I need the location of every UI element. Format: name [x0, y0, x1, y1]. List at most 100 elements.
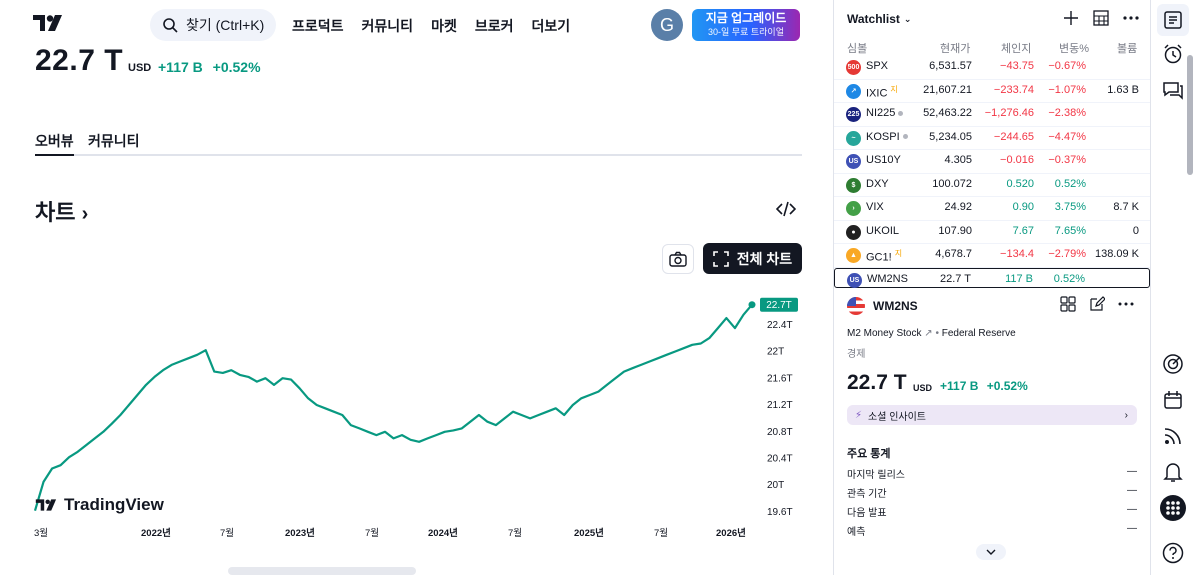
social-insight-button[interactable]: ⚡ 소셜 인사이트 ›	[847, 405, 1137, 425]
watchlist-row[interactable]: › VIX 24.92 0.90 3.75% 8.7 K	[834, 197, 1150, 221]
row-change-pct: −2.38%	[1048, 107, 1086, 119]
nav-item-products[interactable]: 프로덕트	[292, 18, 344, 34]
embed-code-icon[interactable]	[776, 199, 796, 219]
detail-description-name[interactable]: M2 Money Stock	[847, 328, 922, 339]
stat-row: 다음 발표 —	[847, 504, 1137, 519]
row-last: 107.90	[938, 224, 972, 237]
column-volume[interactable]: 볼륨	[1117, 43, 1138, 55]
row-symbol: WM2NS	[867, 273, 908, 285]
row-change: −1,276.46	[984, 107, 1034, 119]
stat-label: 다음 발표	[847, 508, 887, 519]
x-tick-label: 7월	[220, 527, 234, 539]
rss-icon	[1164, 428, 1181, 445]
symbol-logo-icon: ↗	[846, 83, 861, 99]
chat-tool-button[interactable]	[1157, 74, 1189, 106]
horizontal-scrollbar[interactable]	[228, 567, 416, 575]
symbol-logo-icon: 225	[846, 107, 861, 122]
watchlist-scrollbar[interactable]	[1187, 55, 1193, 175]
avatar[interactable]: G	[651, 9, 683, 41]
stat-row: 예측 —	[847, 523, 1137, 538]
stat-value: —	[1127, 523, 1137, 534]
row-change: −233.74	[993, 83, 1034, 96]
watchlist-row[interactable]: ▲ GC1! 지 4,678.7 −134.4 −2.79% 138.09 K	[834, 244, 1150, 268]
x-tick-label: 7월	[508, 527, 522, 539]
row-symbol-label: KOSPI	[866, 130, 900, 143]
tab-community[interactable]: 커뮤니티	[88, 133, 140, 149]
help-icon	[1162, 542, 1184, 564]
series-line	[33, 303, 753, 512]
watchlist-row[interactable]: US WM2NS 22.7 T 117 B 0.52%	[834, 267, 1150, 288]
row-symbol: US10Y	[866, 154, 901, 166]
column-change-pct[interactable]: 변동%	[1059, 43, 1090, 55]
watchlist-row[interactable]: ↗ IXIC 지 21,607.21 −233.74 −1.07% 1.63 B	[834, 80, 1150, 103]
nav-item-markets[interactable]: 마켓	[431, 18, 457, 34]
chart-section-label: 차트	[35, 200, 76, 225]
layout-grid-icon[interactable]	[1092, 9, 1110, 27]
detail-currency: USD	[913, 383, 933, 393]
symbol-logo-icon: ›	[846, 201, 861, 216]
expand-stats-button[interactable]	[976, 544, 1006, 560]
detail-description: M2 Money Stock ↗ • Federal Reserve	[847, 328, 1016, 339]
watchlist-row[interactable]: 225 NI225 52,463.22 −1,276.46 −2.38%	[834, 103, 1150, 127]
x-tick-label: 2023년	[285, 527, 315, 539]
search-input[interactable]: 찾기 (Ctrl+K)	[150, 9, 276, 41]
snapshot-button[interactable]	[662, 244, 694, 274]
stat-value: —	[1127, 485, 1137, 496]
tradingview-brand-text: TradingView	[64, 495, 164, 514]
chart-section-title[interactable]: 차트 ›	[35, 195, 88, 227]
m2-line-chart[interactable]: 22.7T 22.4T 22T 21.6T 21.2T 20.8T 20.4T 20T 19.6…	[30, 290, 800, 545]
detail-more-icon[interactable]	[1118, 296, 1134, 312]
main-nav: 프로덕트 커뮤니티 마켓 브로커 더보기	[292, 16, 588, 36]
row-symbol: DXY	[866, 178, 889, 190]
full-chart-button[interactable]: 전체 차트	[703, 243, 802, 274]
tradingview-logo-icon[interactable]	[33, 13, 65, 33]
row-last: 22.7 T	[940, 272, 971, 285]
upgrade-button[interactable]: 지금 업그레이드 30-일 무료 트라이얼	[692, 9, 800, 41]
row-symbol: VIX	[866, 201, 884, 213]
row-symbol: GC1! 지	[866, 248, 902, 264]
nav-item-more[interactable]: 더보기	[531, 18, 571, 34]
watchlist-row[interactable]: ~ KOSPI 5,234.05 −244.65 −4.47%	[834, 127, 1150, 150]
watchlist-row[interactable]: $ DXY 100.072 0.520 0.52%	[834, 174, 1150, 197]
tab-overview[interactable]: 오버뷰	[35, 131, 74, 156]
nav-item-community[interactable]: 커뮤니티	[361, 18, 414, 34]
grid-view-icon[interactable]	[1060, 296, 1076, 312]
row-last: 100.072	[932, 177, 972, 190]
apps-grid-icon	[1160, 495, 1186, 521]
help-tool-button[interactable]	[1157, 537, 1189, 569]
stat-value: —	[1127, 504, 1137, 515]
upgrade-label: 지금 업그레이드	[705, 11, 787, 25]
watchlist-row[interactable]: 500 SPX 6,531.57 −43.75 −0.67%	[834, 56, 1150, 80]
watchlist-title[interactable]: Watchlist ⌄	[847, 12, 911, 26]
calendar-tool-button[interactable]	[1157, 384, 1189, 416]
row-change: −0.016	[1000, 154, 1034, 166]
watchlist-tool-button[interactable]	[1157, 4, 1189, 36]
nav-item-brokers[interactable]: 브로커	[474, 18, 514, 34]
watchlist-row[interactable]: US US10Y 4.305 −0.016 −0.37%	[834, 150, 1150, 174]
symbol-logo-icon: ●	[846, 224, 861, 240]
x-tick-label: 7월	[654, 527, 668, 539]
add-symbol-icon[interactable]	[1062, 9, 1080, 27]
watchlist-row[interactable]: ● UKOIL 107.90 7.67 7.65% 0	[834, 221, 1150, 244]
row-symbol: NI225	[866, 107, 904, 119]
column-symbol[interactable]: 심볼	[847, 43, 868, 55]
row-change-pct: 3.75%	[1054, 201, 1086, 213]
row-change: −43.75	[1000, 60, 1034, 72]
apps-tool-button[interactable]	[1157, 492, 1189, 524]
edit-note-icon[interactable]	[1089, 296, 1105, 312]
hotlists-tool-button[interactable]	[1157, 348, 1189, 380]
x-tick-label: 7월	[365, 527, 379, 539]
more-options-icon[interactable]	[1122, 9, 1140, 27]
news-feed-tool-button[interactable]	[1157, 420, 1189, 452]
row-change-pct: −0.67%	[1048, 60, 1086, 72]
row-symbol: KOSPI	[866, 131, 908, 143]
notifications-tool-button[interactable]	[1157, 456, 1189, 488]
target-icon	[1163, 354, 1183, 374]
row-symbol-label: VIX	[866, 201, 884, 213]
detail-category: 경제	[847, 349, 866, 360]
watchlist-panel: Watchlist ⌄ 심볼 현재가 체인지 변동% 볼륨 500 SPX 6,53…	[833, 0, 1150, 575]
y-tick-label: 21.6T	[767, 373, 793, 384]
column-last[interactable]: 현재가	[940, 43, 971, 55]
column-change[interactable]: 체인지	[1001, 43, 1032, 55]
alerts-tool-button[interactable]	[1157, 38, 1189, 70]
